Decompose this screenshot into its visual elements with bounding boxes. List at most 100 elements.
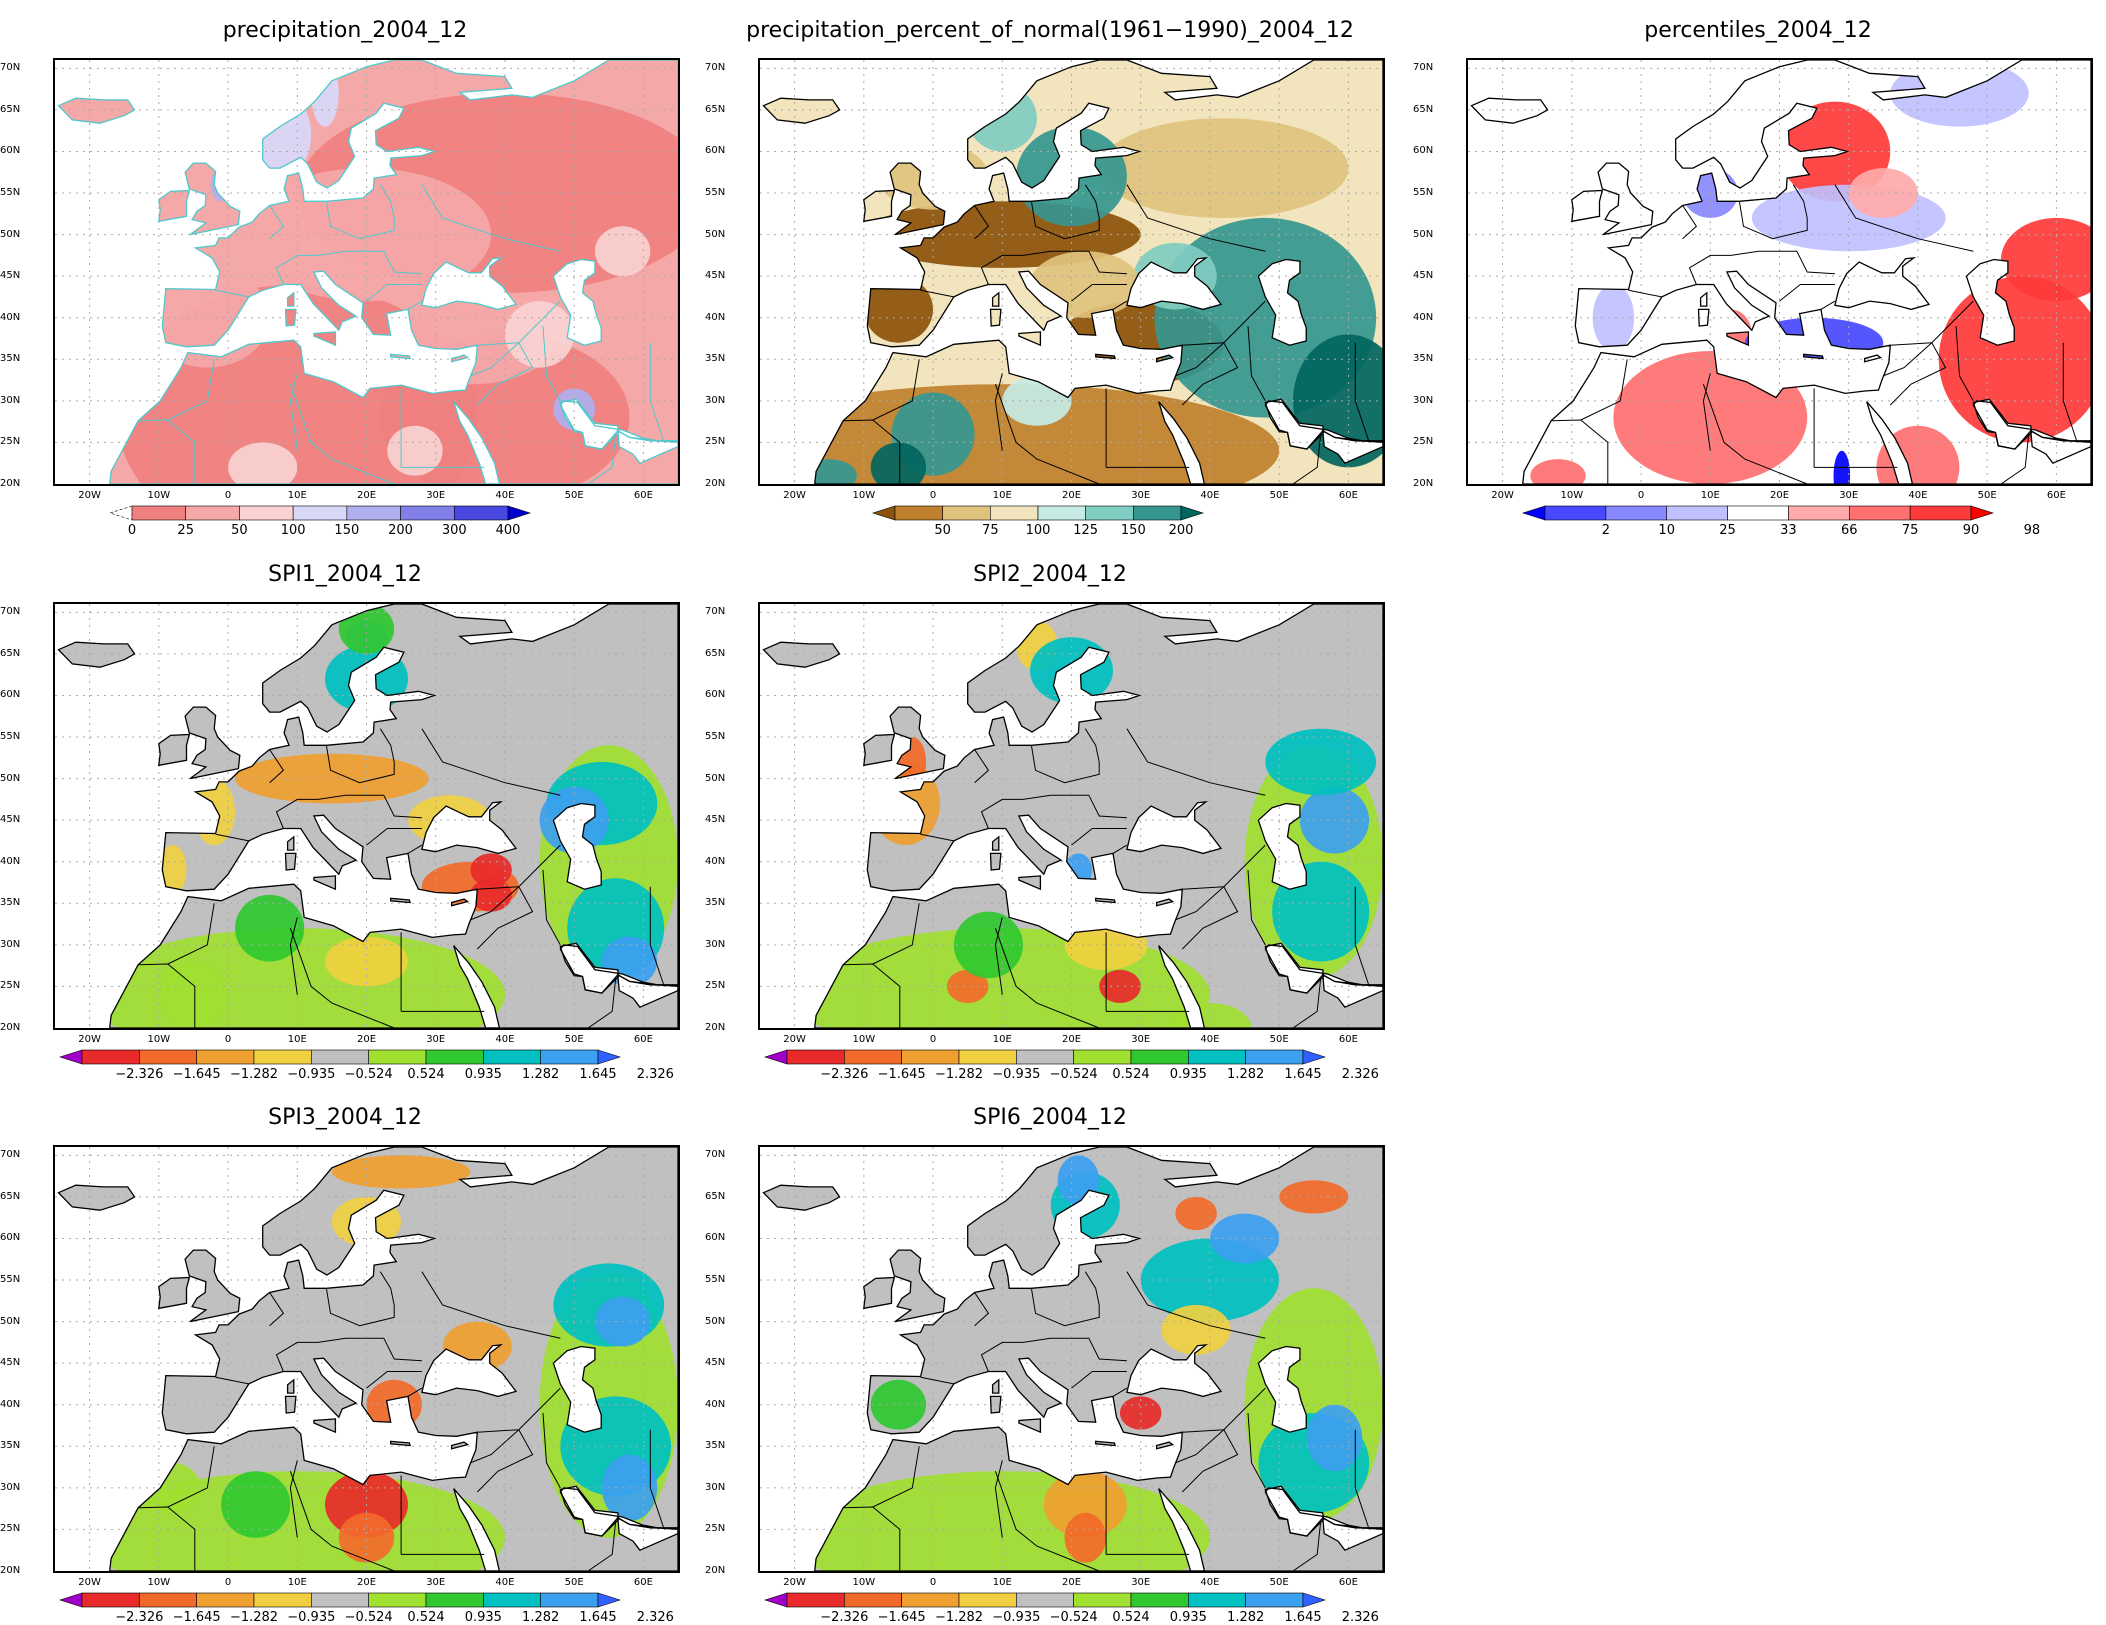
colorbar-swatch (901, 1592, 960, 1608)
colorbar-label: 1.282 (1227, 1067, 1265, 1082)
colorbar-label: 125 (1073, 523, 1099, 538)
lon-tick-label: 30E (1839, 490, 1859, 501)
lat-tick-label: 40N (705, 311, 726, 323)
colorbar (109, 505, 531, 521)
colorbar-swatch (1130, 1049, 1189, 1065)
lon-tick-label: 40E (1200, 490, 1220, 501)
lat-tick-label: 30N (0, 938, 21, 950)
colorbar-label: 50 (231, 523, 248, 538)
lat-tick-label: 65N (0, 1190, 21, 1202)
colorbar-label: −0.935 (992, 1067, 1041, 1082)
colorbar-label: −0.524 (344, 1610, 393, 1625)
lat-tick-label: 70N (705, 1149, 726, 1161)
lon-tick-label: 10W (147, 1577, 171, 1588)
colorbar-swatch (1522, 505, 1546, 521)
colorbar-swatch (1666, 505, 1728, 521)
lon-tick-label: 0 (929, 490, 937, 501)
lat-tick-label: 25N (705, 1523, 726, 1535)
field-patch (1592, 284, 1635, 351)
lon-tick-label: 20W (1491, 490, 1514, 501)
map-frame (53, 1145, 680, 1573)
lon-tick-label: 30E (1131, 1034, 1151, 1045)
colorbar-swatch (311, 1592, 369, 1608)
colorbar-label: −0.524 (344, 1067, 393, 1082)
lon-tick-label: 20E (1061, 1577, 1082, 1588)
field-patch (1161, 1305, 1231, 1355)
colorbar-swatch (1245, 1592, 1304, 1608)
lat-tick-label: 50N (0, 1315, 21, 1327)
lat-tick-label: 25N (705, 980, 726, 992)
lat-tick-label: 40N (0, 1398, 21, 1410)
colorbar-swatch (958, 1592, 1017, 1608)
colorbar-swatch (1016, 1049, 1074, 1065)
lat-tick-label: 40N (705, 855, 726, 867)
lon-tick-label: 20E (1061, 1034, 1082, 1045)
panel-spi3: SPI3_2004_12 70N 65N 60N 55N 50N 45N 40N 35N 30N… (0, 1105, 690, 1625)
lat-tick-label: 35N (0, 897, 21, 909)
lon-tick-label: 0 (224, 1577, 232, 1588)
lat-tick-label: 50N (705, 228, 726, 240)
colorbar-label: 1.282 (522, 1610, 560, 1625)
colorbar-swatch (901, 1049, 960, 1065)
lat-tick-label: 65N (0, 103, 21, 115)
colorbar-swatch (844, 1592, 902, 1608)
field-patch (946, 969, 989, 1003)
panel-title: SPI3_2004_12 (268, 1105, 422, 1130)
lon-tick-label: 20E (356, 1034, 377, 1045)
lat-tick-label: 55N (705, 1274, 726, 1286)
colorbar-swatch (786, 1592, 845, 1608)
lon-tick-label: 60E (633, 1577, 653, 1588)
colorbar-swatch (292, 505, 348, 521)
lat-tick-label: 35N (705, 353, 726, 365)
colorbar-swatch (453, 505, 509, 521)
colorbar-swatch (942, 505, 991, 521)
field-patch (1064, 1512, 1107, 1563)
lon-tick-label: 50E (1269, 490, 1289, 501)
lon-tick-label: 30E (426, 1034, 446, 1045)
colorbar-swatch (1130, 1592, 1189, 1608)
lon-tick-label: 60E (633, 490, 653, 501)
colorbar-label: 100 (1025, 523, 1051, 538)
colorbar (59, 1049, 621, 1065)
lat-tick-label: 45N (705, 1357, 726, 1369)
lon-tick-label: 40E (1200, 1034, 1220, 1045)
panel-title: SPI6_2004_12 (973, 1105, 1127, 1130)
colorbar-label: 0.935 (1169, 1067, 1207, 1082)
lat-tick-label: 30N (1413, 394, 1434, 406)
lon-tick-label: 50E (1269, 1034, 1289, 1045)
colorbar-label: 1.282 (522, 1067, 560, 1082)
colorbar (1522, 505, 1994, 521)
lon-tick-label: 10E (287, 490, 307, 501)
lat-tick-label: 70N (705, 62, 726, 74)
colorbar-swatch (253, 1049, 312, 1065)
lat-tick-label: 20N (1413, 478, 1434, 489)
lat-tick-label: 65N (705, 1190, 726, 1202)
lat-tick-label: 45N (705, 814, 726, 826)
field-patch (221, 1471, 291, 1538)
lat-tick-label: 45N (705, 270, 726, 282)
field-patch (1099, 969, 1141, 1003)
lat-tick-label: 60N (705, 145, 726, 157)
colorbar-label: 0.524 (407, 1610, 445, 1625)
lat-tick-label: 50N (705, 772, 726, 784)
colorbar-swatch (894, 505, 943, 521)
lat-tick-label: 60N (1413, 145, 1434, 157)
colorbar-label: 25 (1719, 523, 1736, 538)
lon-tick-label: 50E (1269, 1577, 1289, 1588)
colorbar-label: −1.645 (172, 1067, 221, 1082)
colorbar-label: −2.326 (115, 1610, 164, 1625)
lat-tick-label: 50N (705, 1315, 726, 1327)
colorbar-swatch (1073, 1049, 1132, 1065)
colorbar-swatch (1016, 1592, 1074, 1608)
lon-tick-label: 20W (783, 1577, 806, 1588)
map-frame (758, 58, 1385, 486)
colorbar-label: −1.645 (877, 1067, 926, 1082)
colorbar-label: 66 (1841, 523, 1858, 538)
panel-spi2: SPI2_2004_12 70N 65N 60N 55N 50N 45N 40N 35N 30N… (705, 562, 1395, 1082)
lon-tick-label: 20W (783, 1034, 806, 1045)
colorbar-label: 0.524 (1112, 1067, 1150, 1082)
colorbar-swatch (1970, 505, 1994, 521)
panel-spi6: SPI6_2004_12 70N 65N 60N 55N 50N 45N 40N 35N 30N… (705, 1105, 1395, 1625)
colorbar-label: 300 (441, 523, 467, 538)
panel-title: SPI2_2004_12 (973, 562, 1127, 587)
